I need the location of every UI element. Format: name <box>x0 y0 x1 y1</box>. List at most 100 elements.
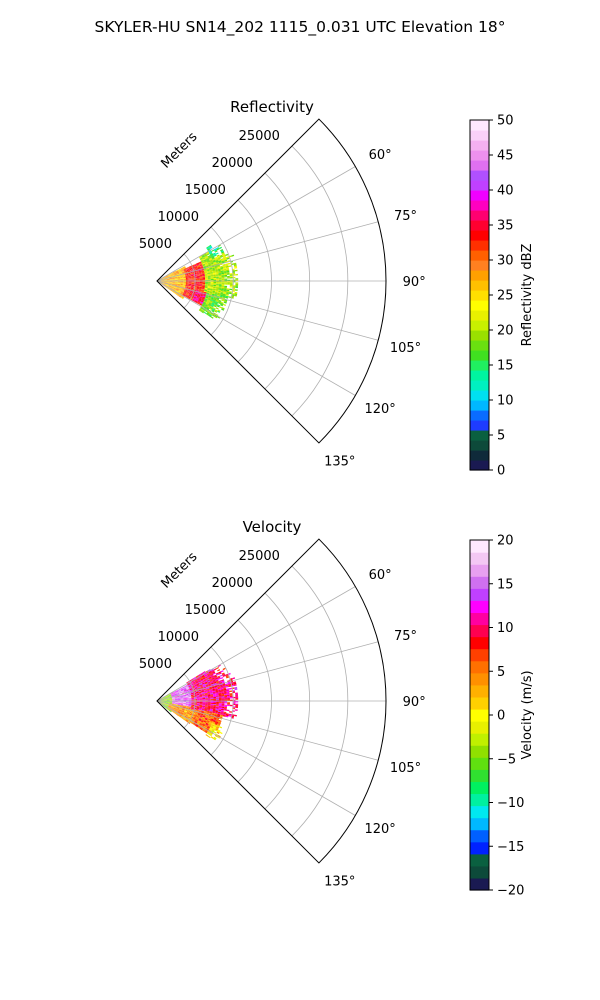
radar-gate <box>223 686 226 689</box>
radar-gate <box>191 705 194 707</box>
radar-gate <box>234 709 238 711</box>
radar-gate <box>209 289 213 291</box>
radar-gate <box>202 295 206 297</box>
radar-gate <box>207 286 211 288</box>
radar-gate <box>223 709 227 711</box>
radar-gate <box>227 275 230 278</box>
radar-gate <box>174 702 178 704</box>
radar-gate <box>213 703 217 705</box>
radar-gate <box>204 717 208 720</box>
radar-gate <box>173 288 177 290</box>
colorbar-swatch <box>470 440 489 451</box>
radar-gate <box>218 681 222 684</box>
radar-gate <box>189 291 193 294</box>
radar-gate <box>168 286 171 288</box>
radar-gate <box>235 696 239 699</box>
radar-gate <box>200 686 204 688</box>
radar-gate <box>221 260 225 263</box>
radar-gate <box>164 706 168 709</box>
radar-gate <box>172 290 175 292</box>
colorbar-swatch <box>470 793 489 807</box>
radar-gate <box>207 274 211 276</box>
radar-gate <box>183 699 186 700</box>
radar-gate <box>183 291 187 294</box>
radar-gate <box>220 690 224 692</box>
radar-gate <box>175 271 179 273</box>
radar-gate <box>216 278 219 280</box>
radar-gate <box>166 278 170 280</box>
radar-gate <box>223 292 227 295</box>
radar-gate <box>207 698 211 700</box>
radar-gate <box>213 275 217 278</box>
radar-gate <box>184 709 188 711</box>
radar-gate <box>204 681 208 684</box>
radar-gate <box>222 265 226 267</box>
radar-gate <box>210 701 214 703</box>
radar-gate <box>206 720 210 723</box>
radar-gate <box>173 708 176 710</box>
radar-gate <box>165 705 169 707</box>
radar-gate <box>189 711 193 714</box>
radar-gate <box>175 290 178 293</box>
radar-gate <box>165 705 169 707</box>
radar-gate <box>186 712 190 714</box>
radar-gate <box>202 716 206 719</box>
radar-gate <box>202 279 206 281</box>
radar-gate <box>213 284 217 286</box>
radar-gate <box>227 262 231 265</box>
colorbar-swatch <box>470 310 489 321</box>
radar-gate <box>163 283 167 285</box>
radar-gate <box>188 265 192 268</box>
radar-gate <box>226 676 229 679</box>
radar-gate <box>205 703 208 705</box>
radar-gate <box>192 719 195 722</box>
radar-gate <box>222 264 226 266</box>
radar-gate <box>215 720 219 723</box>
radar-gate <box>194 686 198 688</box>
radar-gate <box>182 286 186 288</box>
radar-gate <box>172 691 176 693</box>
radar-gate <box>201 289 205 291</box>
radar-gate <box>219 731 223 735</box>
colorbar-swatch <box>470 841 489 855</box>
radar-gate <box>185 685 188 688</box>
radar-gate <box>204 706 208 708</box>
radar-gate <box>194 714 198 716</box>
radar-gate <box>180 687 184 690</box>
radar-data-field <box>158 244 239 319</box>
radar-gate <box>183 712 187 714</box>
radar-gate <box>218 696 222 698</box>
radar-gate <box>205 257 209 260</box>
radar-gate <box>210 261 214 264</box>
radar-gate <box>213 725 217 728</box>
radar-gate <box>177 703 181 705</box>
radar-gate <box>198 298 202 301</box>
radar-gate <box>207 675 211 678</box>
radar-gate <box>210 695 214 697</box>
radar-gate <box>191 695 194 697</box>
radar-gate <box>183 717 187 720</box>
radar-gate <box>196 287 200 289</box>
radar-gate <box>221 702 225 704</box>
radar-gate <box>186 291 190 294</box>
colorbar-swatch <box>470 170 489 181</box>
radar-gate <box>204 271 208 273</box>
radar-gate <box>188 276 192 278</box>
radar-gate <box>212 292 215 295</box>
radar-gate <box>181 269 184 271</box>
radar-gate <box>174 286 177 288</box>
radar-gate <box>176 293 180 296</box>
radar-gate <box>193 297 196 300</box>
radar-gate <box>206 268 210 271</box>
radar-gate <box>188 275 192 276</box>
radar-gate <box>215 274 219 276</box>
radar-gate <box>220 688 224 690</box>
radar-gate <box>183 279 186 280</box>
radar-gate <box>163 276 166 278</box>
radar-gate <box>211 293 215 296</box>
radar-gate <box>218 695 222 697</box>
radar-gate <box>187 717 190 720</box>
radar-gate <box>181 709 185 711</box>
radar-gate <box>172 709 176 712</box>
radar-gate <box>213 282 217 284</box>
